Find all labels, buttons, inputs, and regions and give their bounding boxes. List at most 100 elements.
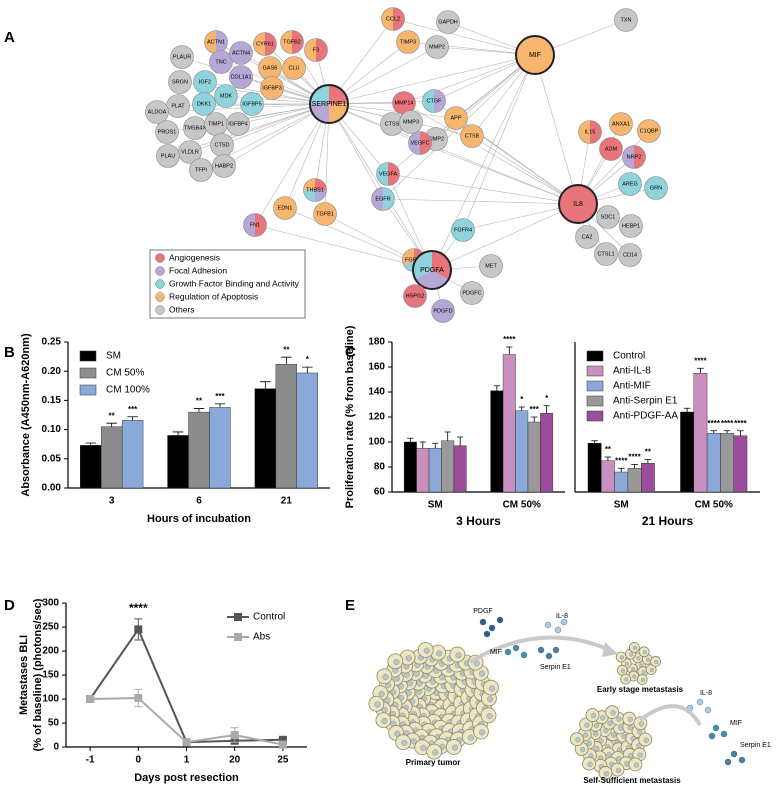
y-axis-label: Metastases BLI	[18, 635, 30, 715]
node-fill	[166, 94, 190, 118]
legend-label: CM 50%	[106, 368, 144, 379]
node-label: MDK	[220, 93, 233, 99]
node-fill	[637, 119, 661, 143]
factor	[696, 698, 704, 706]
node-label: HSPG2	[406, 293, 425, 299]
nucleus	[592, 731, 599, 737]
node-outline	[168, 70, 192, 94]
legend-swatch	[155, 305, 165, 315]
error-bar	[444, 431, 451, 441]
node-fill	[193, 70, 217, 94]
node: NRP2	[622, 145, 646, 169]
nucleus	[579, 746, 586, 753]
arrow	[638, 704, 702, 727]
bar	[627, 468, 642, 493]
bar	[720, 433, 734, 493]
legend-marker	[234, 613, 242, 621]
factor	[520, 651, 528, 659]
node: TGFB2	[280, 30, 304, 54]
bar	[167, 435, 189, 489]
legend-swatch	[586, 410, 604, 422]
factor	[708, 732, 716, 740]
node-label: TIMP3	[400, 39, 416, 45]
node-label: IGFBP5	[242, 101, 262, 107]
legend-swatch	[586, 380, 604, 392]
error-bar	[106, 422, 117, 427]
node-label: IL8	[573, 201, 583, 208]
node: AREG	[618, 172, 642, 196]
node-outline	[644, 176, 668, 200]
error-bar	[214, 403, 226, 408]
bar	[641, 463, 655, 493]
significance: **	[109, 411, 116, 420]
node-fill	[226, 112, 250, 136]
node-wedge	[310, 85, 329, 104]
node-outline	[371, 187, 395, 211]
node-fill	[575, 225, 599, 249]
node: MMP2	[425, 35, 449, 59]
node: EDN1	[273, 196, 297, 220]
node-fill	[145, 100, 169, 124]
error-bar	[737, 430, 744, 436]
node-outline	[578, 120, 602, 144]
edge	[223, 103, 330, 167]
node-fill	[212, 154, 236, 178]
edge	[403, 102, 579, 205]
node-outline	[609, 112, 633, 136]
node: ALDOA	[145, 100, 169, 124]
node-fill	[380, 112, 404, 136]
node: HSPG2	[403, 284, 427, 308]
factor	[730, 750, 738, 758]
factor	[738, 756, 746, 764]
bar	[275, 363, 298, 489]
legend-label: Anti-IL-8	[613, 366, 651, 377]
x-tick-label: 20	[229, 755, 241, 766]
y-tick-label: 0.15	[42, 395, 62, 406]
node-label: GRN	[650, 185, 662, 191]
x-tick-label: SM	[614, 500, 629, 511]
factor	[554, 626, 562, 634]
node-wedge	[243, 213, 255, 237]
node: TIMP3	[396, 30, 420, 54]
significance: **	[196, 397, 203, 406]
node: TMSB4X	[183, 116, 207, 140]
nucleus	[610, 710, 616, 716]
node-label: FGFR2	[405, 257, 423, 263]
legend-label: SM	[106, 351, 121, 362]
arrow	[468, 635, 611, 664]
factor	[545, 652, 553, 660]
node-label: FN1	[250, 222, 260, 228]
error-bar	[604, 456, 612, 461]
node: C1QBP	[637, 119, 661, 143]
node-label: CTGF	[427, 98, 443, 104]
factor-label: Serpin E1	[740, 742, 771, 749]
significance: *	[306, 355, 310, 364]
legend-marker	[234, 633, 242, 641]
node-outline	[444, 106, 468, 130]
node: TFPI	[189, 158, 213, 182]
error-bar	[172, 431, 184, 436]
node-outline	[381, 7, 405, 31]
error-bar	[617, 467, 625, 472]
nucleus	[478, 670, 485, 677]
node-outline	[618, 172, 642, 196]
bar	[441, 440, 455, 493]
error-bar	[506, 346, 513, 355]
nucleus	[600, 715, 606, 721]
nucleus	[405, 655, 412, 662]
y-tick-label: 0.00	[42, 483, 62, 494]
node-label: VEGFA	[379, 171, 398, 177]
node-fill	[229, 65, 253, 89]
node-outline	[460, 281, 484, 305]
node: TGFB1	[313, 202, 337, 226]
error-bar	[631, 464, 638, 469]
nucleus	[489, 685, 496, 692]
node-outline	[212, 154, 236, 178]
node-label: IGF2	[199, 79, 211, 85]
significance: *	[520, 395, 524, 404]
node-fill	[396, 30, 420, 54]
node-outline	[189, 158, 213, 182]
nucleus	[598, 738, 604, 744]
panel-label: C	[345, 344, 356, 361]
